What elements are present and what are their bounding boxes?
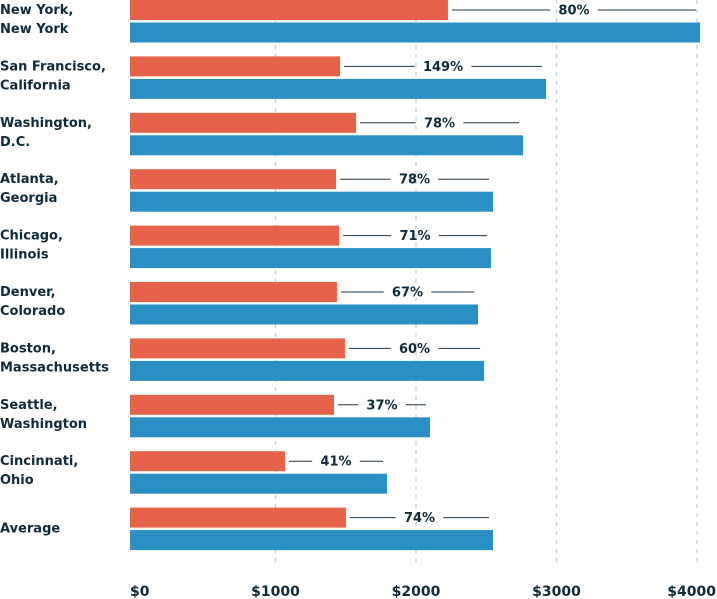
bar-series-a: [130, 282, 337, 302]
category-label: Denver, Colorado: [0, 285, 65, 319]
bar-series-b: [130, 191, 494, 212]
percent-label: 37%: [366, 398, 397, 413]
percent-label: 78%: [399, 173, 430, 188]
bar-series-a: [130, 169, 336, 190]
category-label: Average: [0, 522, 60, 537]
bar-series-b: [130, 22, 701, 43]
percent-label: 67%: [392, 286, 423, 301]
bar-series-a: [130, 56, 341, 77]
category-label: Seattle, Washington: [0, 398, 87, 432]
category-label: Atlanta, Georgia: [0, 172, 59, 206]
category-label: San Francisco, California: [0, 59, 106, 93]
bar-series-a: [130, 394, 335, 415]
percent-label: 71%: [399, 229, 430, 244]
bar-series-b: [130, 360, 485, 381]
x-tick-label: $2000: [392, 584, 441, 599]
bar-series-a: [130, 0, 448, 20]
category-label: Cincinnati, Ohio: [0, 454, 78, 488]
x-tick-label: $0: [130, 584, 150, 599]
bar-series-b: [130, 78, 547, 99]
percent-label: 41%: [320, 455, 351, 470]
bar-series-a: [130, 112, 357, 133]
percent-label: 80%: [558, 4, 589, 19]
bar-series-b: [130, 530, 494, 551]
category-label: Washington, D.C.: [0, 116, 92, 150]
percent-label: 60%: [399, 342, 430, 357]
bar-series-b: [130, 304, 479, 325]
bar-series-a: [130, 451, 285, 472]
bar-series-b: [130, 417, 430, 438]
bar-series-a: [130, 507, 346, 528]
bar-series-b: [130, 473, 387, 494]
bar-series-a: [130, 338, 345, 359]
category-label: Chicago, Illinois: [0, 229, 63, 263]
x-tick-label: $4000: [667, 584, 716, 599]
category-label: Boston, Massachusetts: [0, 341, 109, 375]
bar-series-b: [130, 135, 523, 156]
x-tick-label: $3000: [532, 584, 581, 599]
bar-series-a: [130, 225, 340, 246]
percent-label: 78%: [424, 116, 455, 131]
category-label: New York, New York: [0, 3, 73, 37]
x-tick-label: $1000: [251, 584, 300, 599]
percent-label: 149%: [423, 60, 463, 75]
bar-series-b: [130, 248, 491, 269]
percent-label: 74%: [404, 511, 435, 526]
